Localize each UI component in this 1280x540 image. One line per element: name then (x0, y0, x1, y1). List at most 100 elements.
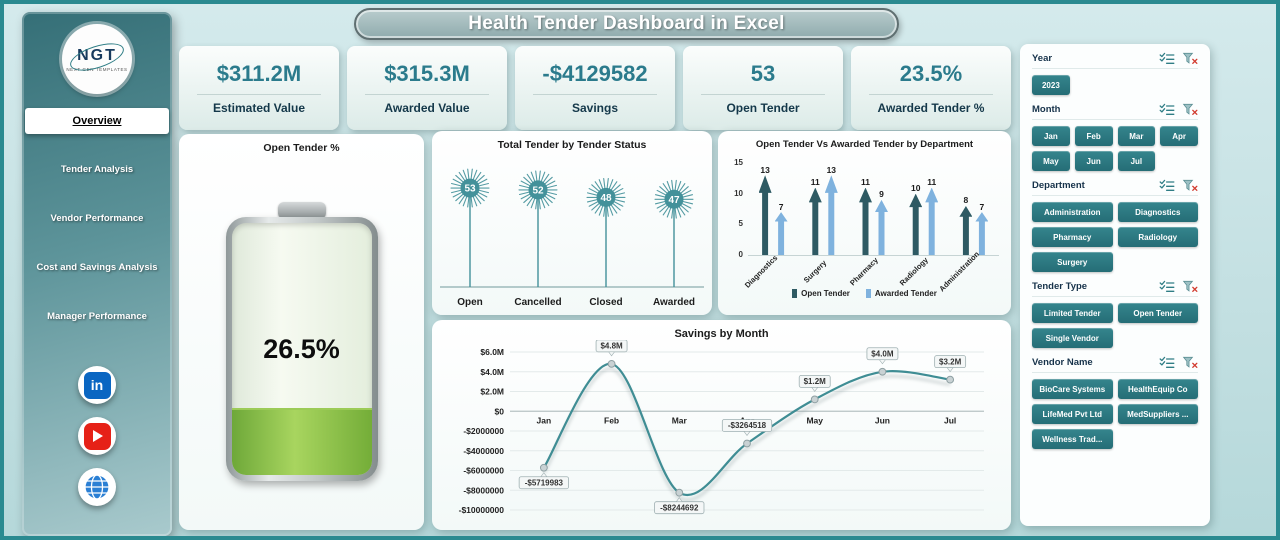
slicer-type-open-tender[interactable]: Open Tender (1117, 303, 1198, 323)
slicer-vendor-healthequip[interactable]: HealthEquip Co (1117, 379, 1198, 399)
dept-compare-card: Open Tender Vs Awarded Tender by Departm… (718, 131, 1011, 315)
multiselect-icon[interactable] (1159, 103, 1175, 116)
x-tick-label: May (806, 415, 823, 425)
slicer-type-limited-tender[interactable]: Limited Tender (1032, 303, 1113, 323)
sidebar-item-tender-analysis[interactable]: Tender Analysis (60, 164, 134, 175)
gauge-title: Open Tender % (263, 142, 340, 154)
arrow-bar (975, 212, 989, 255)
legend-label: Awarded Tender (874, 289, 937, 298)
slicer-month-apr[interactable]: Apr (1160, 126, 1198, 146)
data-label: -$3264518 (727, 421, 766, 430)
kpi-value: 53 (750, 61, 776, 86)
slicer-month-mar[interactable]: Mar (1117, 126, 1156, 146)
logo-text: NGT (77, 46, 117, 64)
x-tick-label: Jun (874, 415, 889, 425)
slicer-year-2023[interactable]: 2023 (1032, 75, 1070, 95)
data-label: $1.2M (803, 377, 826, 386)
multiselect-icon[interactable] (1159, 52, 1175, 65)
legend-label: Open Tender (801, 289, 850, 298)
kpi-savings: -$4129582 Savings (515, 46, 675, 130)
multiselect-icon[interactable] (1159, 179, 1175, 192)
flower-center (528, 180, 548, 200)
arrow-bar-wrap: 10 (909, 184, 923, 255)
clear-filter-icon[interactable] (1182, 103, 1198, 116)
data-point (539, 463, 548, 472)
arrow-bar (875, 199, 888, 255)
slicer-dept-administration[interactable]: Administration (1032, 202, 1113, 222)
y-tick-label: $6.0M (480, 347, 504, 357)
arrow-bar-wrap: 11 (859, 178, 872, 255)
data-label: -$8244692 (660, 503, 699, 512)
arrow-bar (909, 193, 923, 255)
multiselect-icon[interactable] (1159, 356, 1175, 369)
bar-value-label: 11 (927, 177, 937, 188)
kpi-label: Estimated Value (212, 101, 306, 115)
slicer-vendor-wellness[interactable]: Wellness Trad... (1032, 429, 1113, 449)
data-label-pointer (810, 387, 818, 392)
youtube-icon[interactable] (78, 417, 116, 455)
clear-filter-icon[interactable] (1182, 356, 1198, 369)
slicer-vendor-lifemed[interactable]: LifeMed Pvt Ltd (1032, 404, 1113, 424)
category-label: Awarded (653, 297, 695, 308)
slicer-month-jun[interactable]: Jun (1074, 151, 1113, 171)
kpi-label: Open Tender (726, 101, 800, 115)
arrow-bar-wrap: 7 (975, 203, 989, 255)
category-label: Open (457, 297, 483, 308)
slicer-month-feb[interactable]: Feb (1074, 126, 1113, 146)
sidebar-item-vendor-performance[interactable]: Vendor Performance (50, 213, 144, 224)
filter-section-month: Month Jan Feb Mar Apr May Jun Jul (1032, 103, 1198, 171)
legend-marker (865, 289, 871, 298)
bar-group: 10 11 (899, 178, 949, 255)
kpi-row: $311.2M Estimated Value $315.3M Awarded … (179, 46, 1011, 130)
slicer-vendor-medsuppliers[interactable]: MedSuppliers ... (1117, 404, 1198, 424)
gauge-percent: 26.5% (263, 333, 340, 364)
slicer-month-jan[interactable]: Jan (1032, 126, 1070, 146)
bar-value-label: 13 (826, 164, 837, 175)
arrow-bar (808, 187, 822, 255)
sidebar-item-manager-performance[interactable]: Manager Performance (47, 311, 147, 322)
slicer-dept-radiology[interactable]: Radiology (1117, 227, 1198, 247)
bar-group: 13 7 (748, 166, 798, 255)
slicer-dept-pharmacy[interactable]: Pharmacy (1032, 227, 1113, 247)
sidebar-nav: Overview Tender Analysis Vendor Performa… (22, 108, 172, 360)
kpi-value: $315.3M (384, 61, 470, 86)
bar-value-label: 11 (861, 177, 870, 188)
arrow-bar (758, 175, 772, 255)
slicer-vendor-biocare[interactable]: BioCare Systems (1032, 379, 1113, 399)
clear-filter-icon[interactable] (1182, 280, 1198, 293)
slicer-dept-surgery[interactable]: Surgery (1032, 252, 1113, 272)
arrow-bar-wrap: 11 (925, 177, 939, 255)
slicer-month-may[interactable]: May (1032, 151, 1070, 171)
arrow-bar (959, 205, 973, 255)
tender-status-chart: 53 Open 52 Cancelled 48 Closed 47 Awarded (440, 168, 704, 308)
slicer-dept-diagnostics[interactable]: Diagnostics (1117, 202, 1198, 222)
y-tick-label: 0 (738, 250, 743, 259)
flower-value: 48 (600, 193, 612, 204)
linkedin-icon[interactable]: in (78, 366, 116, 404)
kpi-awarded-value: $315.3M Awarded Value (347, 46, 507, 130)
flower-center (460, 178, 480, 198)
tender-status-card: Total Tender by Tender Status 53 Open 52 Ca… (432, 131, 712, 315)
arrow-bar (859, 187, 872, 255)
tender-status-title: Total Tender by Tender Status (497, 139, 647, 151)
y-tick-label: 5 (738, 219, 743, 229)
slicer-month-jul[interactable]: Jul (1117, 151, 1156, 171)
arrow-bar-wrap: 9 (875, 190, 888, 255)
flower-center (664, 189, 684, 209)
sidebar-item-overview[interactable]: Overview (25, 108, 169, 134)
clear-filter-icon[interactable] (1182, 52, 1198, 65)
legend-marker (792, 289, 798, 298)
y-tick-label: -$6000000 (463, 466, 504, 476)
legend-item: Awarded Tender (865, 289, 937, 298)
social-links: in (78, 366, 116, 506)
slicer-type-single-vendor[interactable]: Single Vendor (1032, 328, 1113, 348)
filter-section-department: Department Administration Diagnostics Ph… (1032, 179, 1198, 272)
multiselect-icon[interactable] (1159, 280, 1175, 293)
data-label-pointer (742, 431, 751, 436)
website-globe-icon[interactable] (78, 468, 116, 506)
y-tick-label: $0 (494, 406, 504, 416)
clear-filter-icon[interactable] (1182, 179, 1198, 192)
kpi-awarded-tender-pct: 23.5% Awarded Tender % (851, 46, 1011, 130)
sidebar-item-cost-savings-analysis[interactable]: Cost and Savings Analysis (36, 262, 158, 273)
category-label: Cancelled (514, 297, 561, 308)
